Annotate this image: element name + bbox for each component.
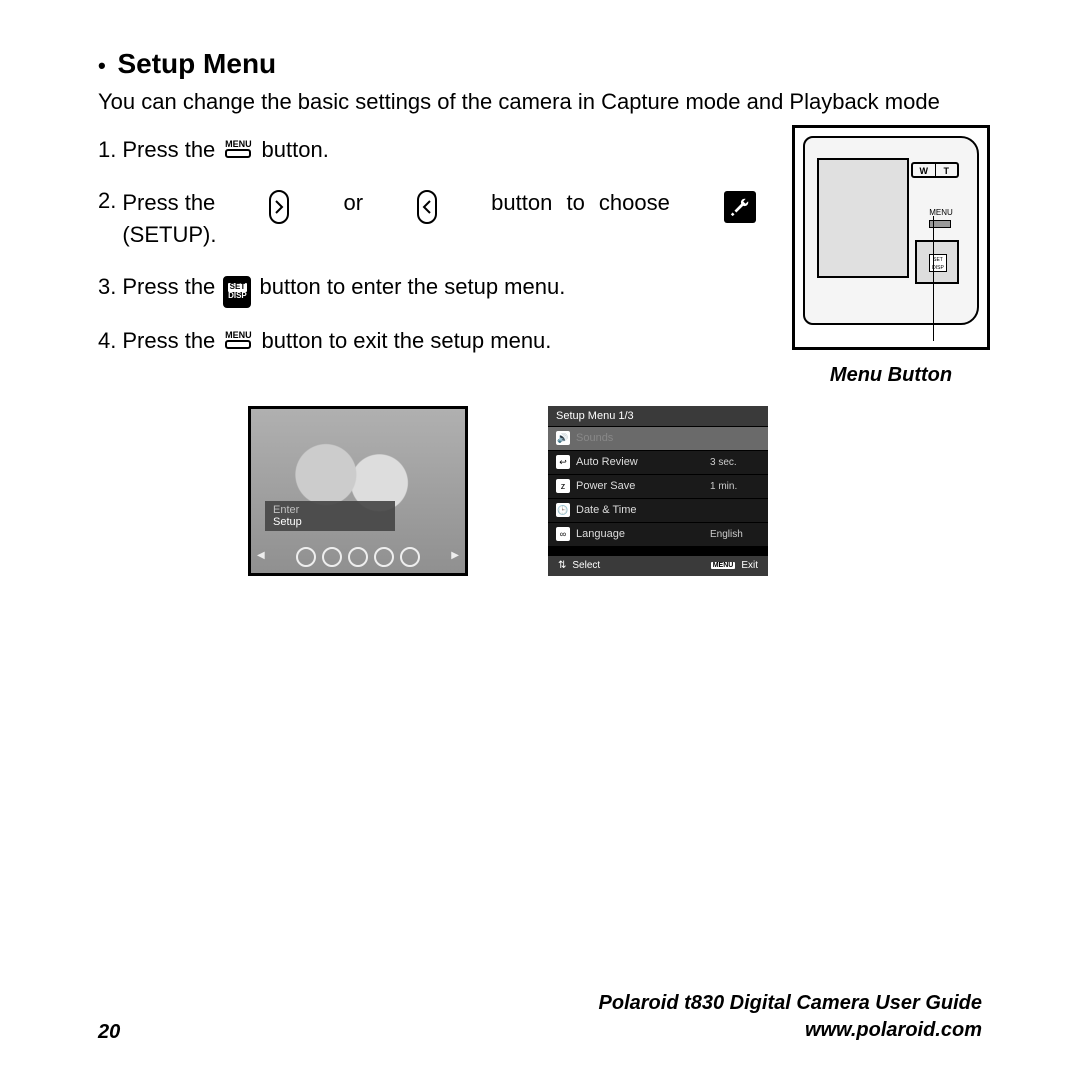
page-footer: 20 Polaroid t830 Digital Camera User Gui… [98,990,982,1044]
step-4: 4. Press the MENU button to exit the set… [98,326,758,356]
menu-badge-icon: MENU [711,562,736,569]
bullet-icon: • [98,53,106,78]
title-text: Setup Menu [117,48,276,79]
right-arrow-icon [269,190,289,224]
lcd-popup: Enter Setup [265,501,395,531]
lcd-line2: Setup [273,516,387,528]
left-arrow-icon [417,190,437,224]
clock-icon: 🕒 [556,503,570,517]
menu-button-icon: MENU [223,140,253,158]
set-disp-button-icon: SET DISP [223,276,251,308]
sound-icon: 🔊 [556,431,570,445]
step1-text-b: button. [262,137,329,162]
step-number: 3. [98,272,116,302]
step-number: 2. [98,186,116,216]
setup-wrench-icon [724,191,756,223]
figures-row: Enter Setup ◀ ▶ Setup Menu 1/3 🔊 Sounds … [248,406,982,576]
step-3: 3. Press the SET DISP button to enter th… [98,272,758,304]
mode-icon [322,547,342,567]
setup-menu-footer: ⇅ Select MENU Exit [548,556,768,576]
camera-illustration: W T MENU SET DISP [792,125,990,350]
camera-caption: Menu Button [792,364,990,387]
guide-url: www.polaroid.com [599,1017,982,1044]
step2-text-a: Press the [122,188,215,218]
mode-icon [400,547,420,567]
step-1: 1. Press the MENU button. [98,135,758,165]
step4-text-b: button to exit the setup menu. [262,328,552,353]
intro-text: You can change the basic settings of the… [98,88,982,117]
menu-row-date-time: 🕒 Date & Time [548,498,768,522]
guide-label: Polaroid t830 Digital Camera User Guide … [599,990,982,1044]
step3-text-a: Press the [122,274,215,299]
lcd-line1: Enter [273,504,387,516]
review-icon: ↩ [556,455,570,469]
language-icon: ∞ [556,527,570,541]
setup-menu-list: 🔊 Sounds ↩ Auto Review 3 sec. z Power Sa… [548,426,768,546]
step-2: 2. Press the or button to choose [98,186,758,250]
setup-menu-header: Setup Menu 1/3 [548,406,768,426]
footer-select: Select [572,560,600,571]
power-icon: z [556,479,570,493]
step-number: 4. [98,326,116,356]
menu-row-power-save: z Power Save 1 min. [548,474,768,498]
step2-text-or: or [343,188,363,218]
camera-menu-label: MENU [921,208,961,217]
menu-button-icon: MENU [223,331,253,349]
callout-line [933,216,934,341]
step-number: 1. [98,135,116,165]
updown-icon: ⇅ [558,560,566,571]
camera-dpad: SET DISP [915,240,959,284]
step1-text-a: Press the [122,137,215,162]
right-triangle-icon: ▶ [451,550,459,561]
step3-text-b: button to enter the setup menu. [260,274,566,299]
step4-text-a: Press the [122,328,215,353]
menu-row-sounds: 🔊 Sounds [548,426,768,450]
footer-exit: Exit [741,560,758,571]
mode-icon [348,547,368,567]
guide-title: Polaroid t830 Digital Camera User Guide [599,990,982,1017]
step2-text-c: (SETUP). [122,222,216,247]
step2-text-b: button to choose [491,188,670,218]
setup-menu-screenshot: Setup Menu 1/3 🔊 Sounds ↩ Auto Review 3 … [548,406,768,576]
mode-icon [374,547,394,567]
lcd-icon-row [251,547,465,567]
section-title: • Setup Menu [98,48,982,80]
steps-list: 1. Press the MENU button. 2. Press the o… [98,135,758,356]
menu-row-auto-review: ↩ Auto Review 3 sec. [548,450,768,474]
page-number: 20 [98,1021,120,1044]
mode-icon [296,547,316,567]
lcd-preview-screenshot: Enter Setup ◀ ▶ [248,406,468,576]
camera-zoom-rocker: W T [911,162,959,178]
menu-row-language: ∞ Language English [548,522,768,546]
camera-figure: W T MENU SET DISP Menu Button [792,125,990,387]
